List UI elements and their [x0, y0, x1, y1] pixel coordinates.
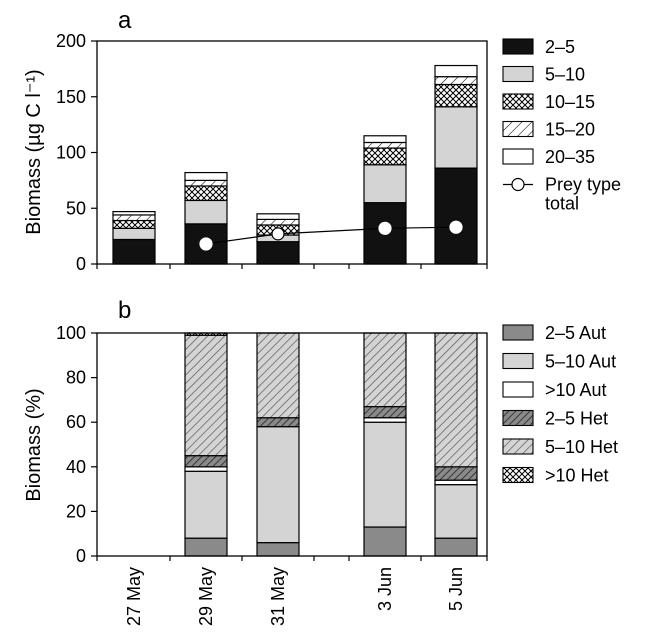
legend-marker	[511, 177, 525, 192]
legend-swatch	[502, 409, 534, 427]
y-tick-label: 150	[56, 87, 86, 107]
bar-segment	[184, 185, 228, 202]
legend-label: >10 Het	[545, 466, 609, 486]
panel-a-label: a	[118, 7, 132, 34]
x-category-label: 29 May	[196, 567, 216, 626]
bar-segment	[256, 426, 300, 544]
bar-segment	[363, 164, 407, 204]
bar-segment	[434, 537, 478, 557]
legend-swatch	[502, 466, 534, 484]
legend-label: 20–35	[545, 147, 595, 167]
bar-segment	[363, 147, 407, 166]
legend-swatch	[502, 324, 534, 341]
legend-swatch	[502, 93, 534, 110]
prey-total-line	[205, 226, 457, 245]
bar-segment	[434, 76, 478, 86]
y-tick-label: 60	[66, 412, 86, 432]
panel-b-ylabel: Biomass (%)	[23, 388, 45, 501]
legend-label: 2–5 Aut	[545, 323, 606, 343]
panel-a-ylabel: Biomass (µg C l⁻¹)	[23, 69, 45, 234]
legend-label: >10 Aut	[545, 380, 607, 400]
legend-label: 10–15	[545, 92, 595, 112]
y-tick-label: 0	[76, 546, 86, 566]
legend-label: 5–10 Aut	[545, 352, 616, 372]
bar-segment	[363, 332, 407, 408]
panel-b-plot: 0 20 40 60 80 100	[56, 323, 488, 566]
y-tick-label: 40	[66, 457, 86, 477]
bar-segment	[434, 64, 478, 78]
bar-segment	[184, 537, 228, 557]
bar-segment	[112, 227, 156, 241]
bar-segment	[256, 332, 300, 419]
legend-label: 2–5 Het	[545, 409, 608, 429]
bar-segment	[363, 526, 407, 557]
bar-segment	[434, 83, 478, 108]
x-axis-labels: 27 May 29 May 31 May 3 Jun 5 Jun	[124, 567, 466, 626]
legend-label: 5–10	[545, 65, 585, 85]
legend-swatch	[502, 438, 534, 455]
legend-label: 2–5	[545, 37, 575, 57]
bar-segment	[434, 332, 478, 468]
legend-label: Prey type	[545, 175, 621, 195]
y-tick-label: 200	[56, 31, 86, 51]
bar-segment	[112, 214, 156, 222]
bar-segment	[434, 479, 478, 486]
bar-segment	[184, 171, 228, 181]
panel-b: b 0 20 40 60 80 100 Biomass (%) 2–5 Aut 5–10 A…	[23, 297, 618, 566]
y-tick-label: 100	[56, 323, 86, 343]
y-tick-label: 100	[56, 143, 86, 163]
panel-a: a 0 50 100 150 200 Biomass (µg C l⁻¹) 2–5 5–1…	[23, 7, 621, 274]
bar-segment	[184, 199, 228, 225]
bar-segment	[112, 210, 156, 216]
legend-swatch	[502, 120, 534, 138]
legend-swatch	[502, 352, 534, 370]
legend-label: total	[545, 194, 579, 214]
x-category-label: 31 May	[268, 567, 288, 626]
legend-swatch	[502, 65, 534, 83]
bar-segment	[256, 417, 300, 428]
bar-segment	[363, 141, 407, 149]
bar-segment	[434, 484, 478, 539]
panel-b-legend: 2–5 Aut 5–10 Aut >10 Aut 2–5 Het 5–10 Het >10…	[502, 323, 618, 486]
bar-segment	[256, 542, 300, 557]
bar-segment	[363, 135, 407, 144]
panel-a-plot: 0 50 100 150 200	[56, 31, 488, 274]
legend-label: 5–10 Het	[545, 437, 618, 457]
legend-swatch	[502, 381, 534, 398]
prey-total-point	[378, 221, 392, 235]
prey-total-point	[449, 220, 463, 234]
bar-segment	[112, 238, 156, 265]
x-category-label: 5 Jun	[446, 567, 466, 611]
bar-segment	[363, 417, 407, 423]
y-tick-label: 80	[66, 368, 86, 388]
bar-segment	[184, 179, 228, 187]
bar-segment	[363, 405, 407, 419]
bar-segment	[434, 466, 478, 481]
prey-total-point	[271, 227, 285, 241]
y-tick-label: 0	[76, 254, 86, 274]
bar-segment	[363, 421, 407, 528]
bar-segment	[112, 219, 156, 229]
bar-segment	[434, 167, 478, 265]
x-category-label: 27 May	[124, 567, 144, 626]
bar-segment	[256, 241, 300, 265]
bar-segment	[184, 470, 228, 539]
panel-b-label: b	[118, 297, 131, 324]
y-tick-label: 20	[66, 501, 86, 521]
prey-total-point	[199, 237, 213, 251]
bar-segment	[256, 213, 300, 220]
bar-segment	[184, 455, 228, 468]
x-category-label: 3 Jun	[375, 567, 395, 611]
y-tick-label: 50	[66, 198, 86, 218]
bar-segment	[434, 106, 478, 169]
bar-segment	[184, 466, 228, 472]
bar-segment	[256, 218, 300, 226]
legend-swatch	[502, 38, 534, 55]
plot-frame	[96, 332, 488, 557]
bar-segment	[184, 334, 228, 457]
legend-label: 15–20	[545, 120, 595, 140]
legend-swatch	[502, 148, 534, 165]
